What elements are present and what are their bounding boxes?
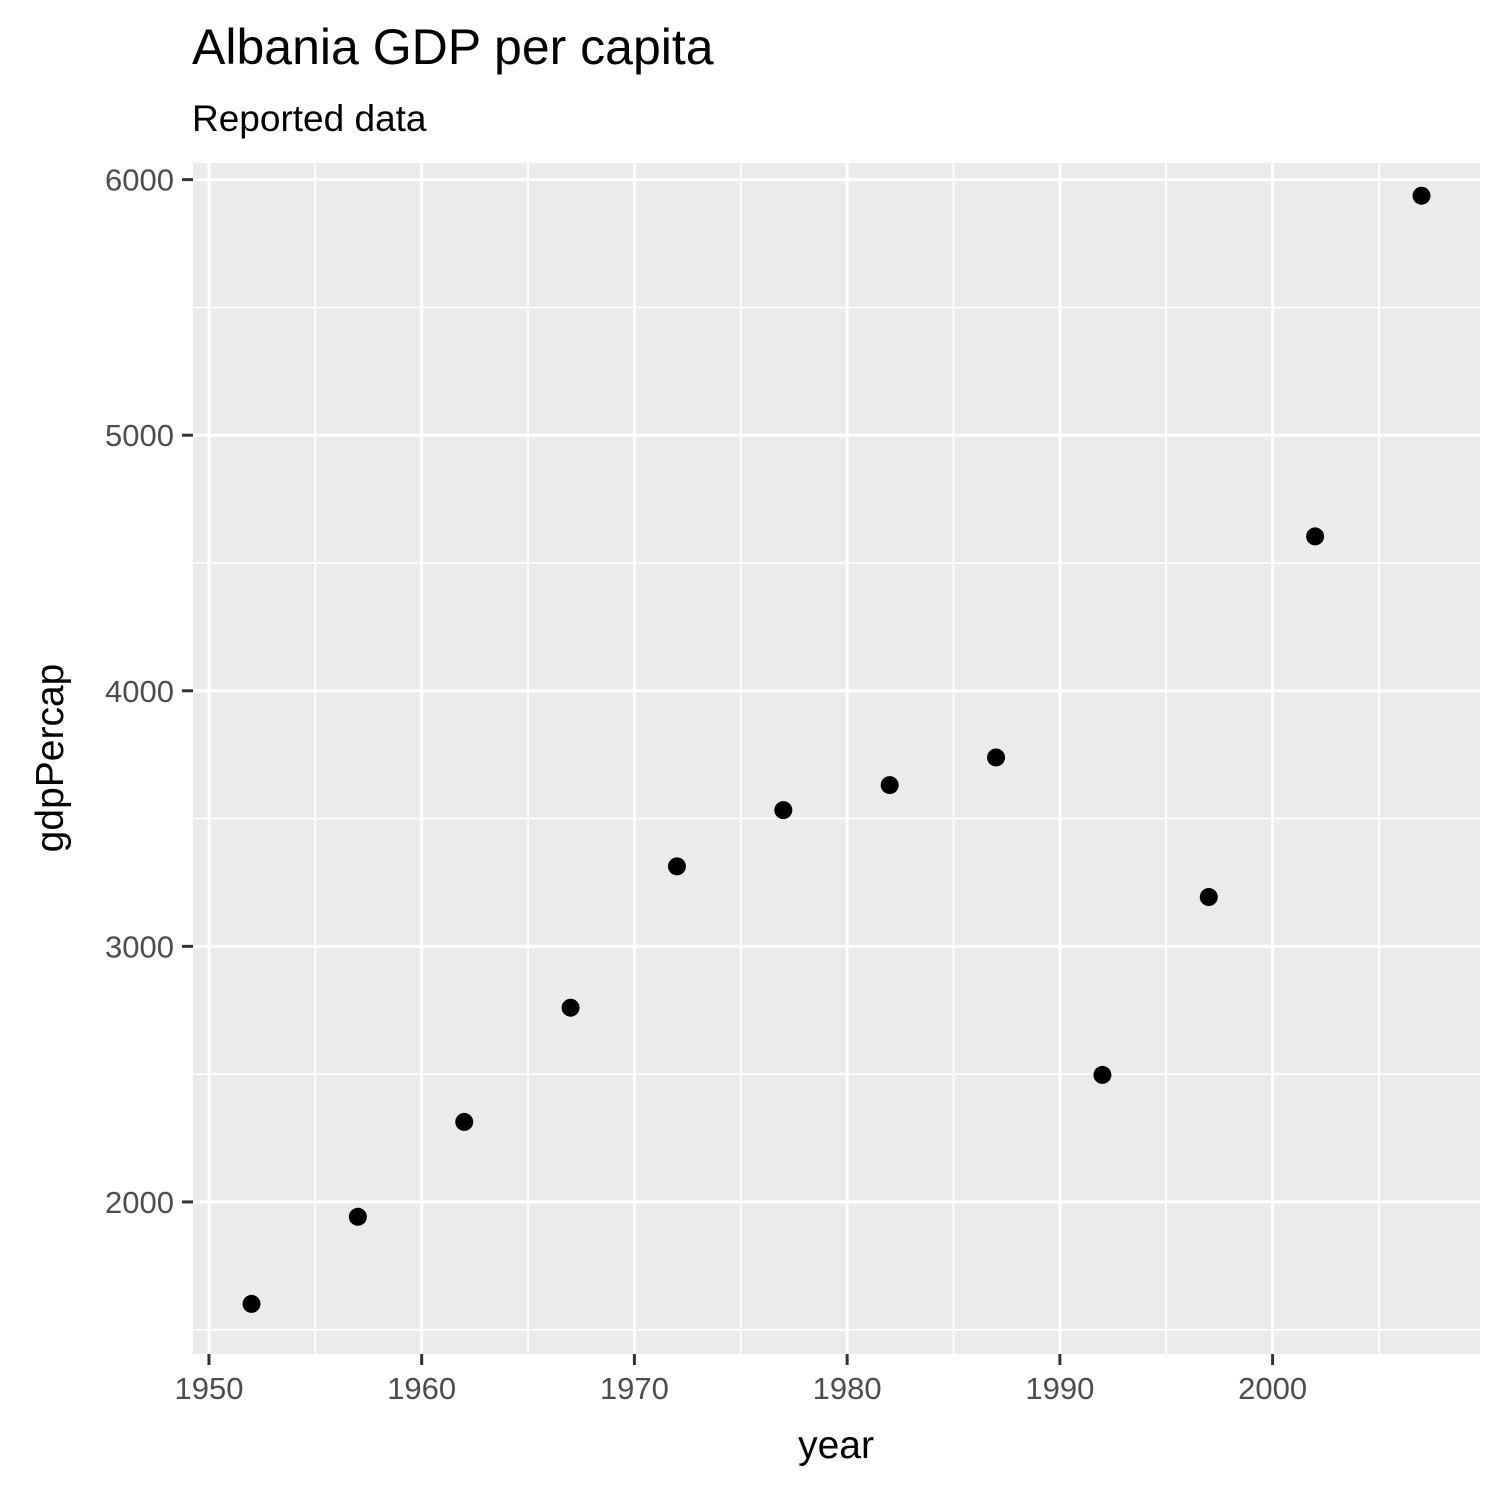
x-tick-label: 1960: [387, 1371, 456, 1406]
data-point: [561, 998, 580, 1017]
x-tick-label: 1990: [1025, 1371, 1094, 1406]
y-axis: 2000 3000 4000 5000 6000: [105, 163, 193, 1220]
data-points: [242, 186, 1431, 1313]
minor-gridlines: [193, 163, 1480, 1354]
data-point: [1306, 527, 1325, 546]
y-tick-label: 3000: [105, 929, 174, 964]
x-axis: 1950 1960 1970 1980 1990 2000: [174, 1354, 1307, 1406]
chart-subtitle: Reported data: [192, 98, 427, 139]
data-point: [1412, 186, 1431, 205]
plot-panel: [193, 163, 1480, 1354]
x-tick-label: 2000: [1238, 1371, 1307, 1406]
data-point: [774, 801, 793, 820]
y-tick-label: 5000: [105, 418, 174, 453]
data-point: [987, 748, 1006, 767]
y-tick-label: 6000: [105, 163, 174, 198]
data-point: [667, 857, 686, 876]
x-tick-label: 1970: [600, 1371, 669, 1406]
x-tick-label: 1980: [813, 1371, 882, 1406]
chart-title: Albania GDP per capita: [192, 19, 714, 75]
data-point: [348, 1207, 367, 1226]
data-point: [242, 1294, 261, 1313]
x-tick-label: 1950: [174, 1371, 243, 1406]
data-point: [1093, 1065, 1112, 1084]
y-tick-label: 4000: [105, 674, 174, 709]
data-point: [455, 1112, 474, 1131]
data-point: [1199, 888, 1218, 907]
x-axis-label: year: [798, 1424, 874, 1467]
data-point: [880, 776, 899, 795]
y-axis-label: gdpPercap: [29, 664, 72, 853]
y-tick-label: 2000: [105, 1185, 174, 1220]
major-gridlines: [193, 163, 1480, 1354]
